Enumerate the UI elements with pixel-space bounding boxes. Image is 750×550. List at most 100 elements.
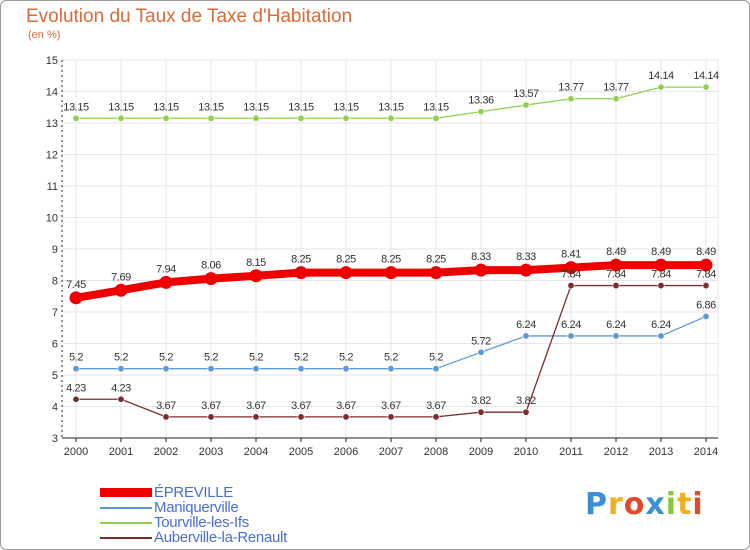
data-point: [612, 95, 620, 103]
data-point: [162, 114, 170, 122]
y-tick-label: 10: [46, 213, 58, 225]
x-tick-label: 2006: [334, 446, 358, 458]
data-label: 5.2: [294, 352, 308, 364]
data-label: 13.15: [243, 101, 269, 113]
x-tick-label: 2004: [244, 446, 268, 458]
x-tick-label: 2014: [694, 446, 718, 458]
data-label: 3.82: [471, 395, 491, 407]
data-point: [342, 114, 350, 122]
x-tick-label: 2011: [559, 446, 583, 458]
data-label: 8.41: [561, 249, 581, 261]
data-point: [117, 365, 125, 373]
data-point: [432, 365, 440, 373]
data-label: 8.49: [696, 246, 716, 258]
data-point: [297, 114, 305, 122]
data-point: [522, 101, 530, 109]
y-tick-label: 7: [52, 307, 58, 319]
data-point: [567, 282, 575, 290]
y-tick-label: 13: [46, 118, 58, 130]
brand-letter: i: [665, 487, 678, 522]
data-label: 13.15: [198, 101, 224, 113]
data-point: [69, 291, 83, 305]
data-point: [207, 114, 215, 122]
data-label: 13.15: [333, 101, 359, 113]
data-label: 8.25: [381, 254, 401, 266]
legend-item: Maniquerville: [100, 499, 400, 516]
data-point: [432, 413, 440, 421]
data-label: 4.23: [66, 382, 86, 394]
data-label: 3.67: [426, 400, 446, 412]
data-label: 14.14: [648, 70, 674, 82]
data-point: [567, 95, 575, 103]
y-tick-label: 11: [47, 181, 58, 193]
data-point: [249, 269, 263, 283]
data-label: 3.67: [381, 400, 401, 412]
brand-letter: P: [585, 487, 608, 522]
data-point: [702, 312, 710, 320]
data-point: [654, 258, 668, 272]
data-point: [477, 408, 485, 416]
data-point: [159, 275, 173, 289]
legend-item: Auberville-la-Renault: [100, 529, 400, 546]
data-point: [432, 114, 440, 122]
data-label: 13.77: [603, 82, 629, 94]
data-point: [477, 108, 485, 116]
data-label: 5.2: [249, 352, 263, 364]
data-label: 5.2: [339, 352, 353, 364]
data-point: [387, 114, 395, 122]
data-point: [204, 272, 218, 286]
legend-label: Tourville-les-Ifs: [154, 514, 249, 531]
data-label: 13.15: [153, 101, 179, 113]
x-tick-label: 2000: [64, 446, 88, 458]
data-label: 3.67: [291, 400, 311, 412]
legend-label: Auberville-la-Renault: [154, 529, 287, 546]
data-label: 8.33: [471, 251, 491, 263]
data-point: [207, 365, 215, 373]
data-label: 13.77: [558, 82, 584, 94]
data-label: 8.25: [291, 254, 311, 266]
data-label: 3.67: [246, 400, 266, 412]
data-point: [522, 408, 530, 416]
y-tick-label: 8: [52, 276, 58, 288]
chart-series: [69, 83, 713, 421]
brand-letter: o: [623, 487, 646, 522]
data-label: 5.2: [159, 352, 173, 364]
data-label: 7.69: [111, 271, 131, 283]
y-tick-label: 15: [46, 55, 58, 67]
data-label: 6.86: [696, 299, 716, 311]
x-tick-label: 2013: [649, 446, 673, 458]
legend-swatch-auberville: [100, 537, 152, 539]
y-tick-label: 12: [46, 150, 58, 162]
data-label: 8.15: [246, 257, 266, 269]
data-label: 8.25: [336, 254, 356, 266]
y-tick-label: 9: [52, 244, 58, 256]
data-label: 3.82: [516, 395, 536, 407]
data-label: 7.84: [696, 269, 716, 281]
brand-letter: r: [608, 487, 624, 522]
data-label: 7.84: [561, 269, 581, 281]
data-point: [387, 365, 395, 373]
data-label: 7.94: [156, 263, 176, 275]
data-point: [297, 365, 305, 373]
x-tick-label: 2012: [604, 446, 628, 458]
x-tick-label: 2005: [289, 446, 313, 458]
chart-grid: [62, 59, 719, 439]
x-tick-label: 2003: [199, 446, 223, 458]
data-point: [612, 282, 620, 290]
data-point: [252, 114, 260, 122]
data-label: 6.24: [561, 319, 581, 331]
data-label: 13.15: [423, 101, 449, 113]
legend: ÉPREVILLE Maniquerville Tourville-les-If…: [100, 484, 400, 546]
data-label: 5.72: [471, 335, 491, 347]
data-label: 5.2: [69, 352, 83, 364]
brand-logo: Proxiti: [585, 487, 704, 522]
data-point: [384, 266, 398, 280]
chart-data-labels: 7.45 7.69 7.94 8.06 8.15 8.25 8.25 8.25 8.25 8.33…: [63, 70, 719, 412]
data-label: 13.36: [468, 95, 494, 107]
data-label: 8.25: [426, 254, 446, 266]
data-label: 5.2: [114, 352, 128, 364]
brand-letter: i: [692, 487, 704, 522]
legend-item: Tourville-les-Ifs: [100, 514, 400, 531]
data-point: [612, 332, 620, 340]
data-label: 5.2: [204, 352, 218, 364]
